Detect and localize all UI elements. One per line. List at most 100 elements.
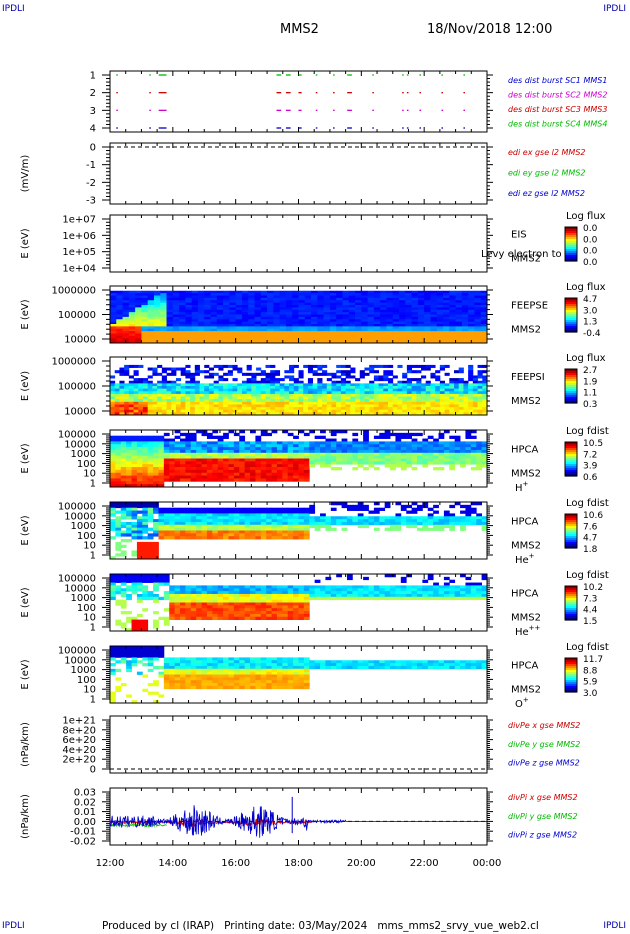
hpca-h-cell [142, 469, 149, 474]
feepsi-cell [232, 391, 238, 395]
feepsi-cell [190, 399, 196, 403]
hpca-h-cell [341, 444, 348, 448]
feepsi-cell [359, 386, 365, 390]
feepsi-cell [350, 407, 356, 411]
feepsi-cell [142, 388, 149, 392]
feepse-cell [260, 290, 268, 294]
hpca-h-cell [174, 464, 181, 468]
feepsi-cell [430, 393, 436, 397]
feepse-cell [197, 338, 205, 342]
hpca-he-cell [217, 524, 224, 529]
feepse-cell [191, 333, 199, 337]
feepsi-cell [161, 396, 167, 400]
feepse-cell [260, 316, 268, 320]
feepsi-cell [274, 386, 281, 390]
hpca-he-cell [303, 533, 310, 537]
feepse-cell [342, 338, 350, 342]
hpca-he-cell [120, 553, 127, 557]
hpca-he-cell [433, 527, 439, 531]
feepsi-cell [279, 388, 285, 392]
feepse-cell [424, 297, 431, 301]
hpca-h-cell [470, 461, 477, 465]
hpca-h-cell [357, 464, 364, 468]
feepse-cell [361, 312, 369, 315]
feepse-cell [135, 290, 142, 294]
hpca-h-cell [363, 432, 369, 437]
hpca-h-cell [336, 447, 342, 451]
hpca-h-cell [250, 467, 256, 471]
hpca-he-cell [158, 521, 165, 526]
hpca-he-cell [147, 519, 154, 523]
hpca-h-cell [465, 452, 472, 457]
hpca-he-cell [266, 516, 272, 520]
feepse-cell [317, 338, 325, 342]
hpca-h-cell [250, 458, 256, 462]
hpca-he-cell [260, 513, 267, 517]
feepse-cell [342, 319, 350, 323]
feepsi-cell [124, 364, 130, 368]
hpca-he-cell [379, 507, 386, 511]
feepse-cell [311, 300, 318, 304]
feepse-cell [380, 305, 387, 308]
feepse-cell [336, 302, 343, 306]
hpca-he-colorbar-cell [565, 542, 577, 545]
feepsi-cell [303, 386, 309, 390]
feepsi-cell [402, 372, 408, 376]
feepse-cell [260, 335, 268, 339]
hpca-h-cell [438, 435, 445, 439]
hpca-he-cell [201, 536, 208, 540]
feepsi-cell [454, 380, 460, 384]
feepse-cell [141, 333, 149, 337]
hpca-h-cell [416, 461, 423, 465]
feepse-cell [216, 312, 224, 315]
hpca-he-cell [266, 519, 272, 523]
feepsi-cell [397, 409, 403, 413]
hpca-h-cell [422, 464, 429, 468]
feepsi-cell [449, 401, 455, 405]
feepse-cell [153, 312, 161, 315]
hpca-he-cell [309, 516, 316, 520]
hpca-he-cell [481, 527, 488, 531]
eis-colorbar-cell [565, 229, 577, 232]
feepse-cell [436, 316, 444, 320]
hpca-h-cell [341, 461, 348, 465]
feepsi-cell [194, 393, 200, 397]
feepse-cell [336, 338, 343, 342]
feepsi-cell [208, 386, 215, 390]
feepsi-cell [251, 396, 257, 400]
feepsi-cell [171, 386, 177, 390]
feepsi-cell [312, 372, 318, 376]
feepsi-cell [458, 412, 464, 416]
hpca-he-cell [206, 510, 213, 514]
feepse-cell [229, 335, 237, 339]
hpca-h-cell [357, 447, 364, 451]
feepse-colorbar-cell [565, 324, 577, 327]
feepse-cell [110, 293, 117, 296]
feepse-cell [430, 300, 438, 304]
feepse-cell [323, 340, 331, 344]
feepse-cell [329, 331, 337, 334]
hpca-he-cell [325, 519, 332, 523]
feepse-cell [342, 305, 350, 308]
hpca-h-cell [217, 467, 224, 471]
feepsi-cell [142, 396, 149, 400]
feepsi-cell [322, 391, 328, 395]
feepsi-cell [468, 401, 474, 405]
hpca-h-cell [282, 472, 289, 476]
hpca-h-cell [454, 435, 461, 439]
feepse-cell [260, 340, 268, 344]
feepsi-cell [298, 386, 304, 390]
feepse-cell [267, 331, 274, 334]
feepsi-cell [251, 391, 257, 395]
hpca-he-cell [233, 507, 240, 511]
hpca-he-cell [233, 521, 240, 526]
hpca-h-cell [142, 467, 149, 471]
hpca-h-cell [266, 478, 272, 482]
feepse-cell [455, 314, 463, 318]
feepse-cell [172, 316, 180, 320]
hpca-h-cell [476, 458, 483, 462]
hpca-h-colorbar-cell [565, 458, 577, 461]
hpca-he-cell [266, 521, 272, 526]
feepsi-cell [378, 383, 384, 387]
feepsi-cell [468, 378, 474, 382]
